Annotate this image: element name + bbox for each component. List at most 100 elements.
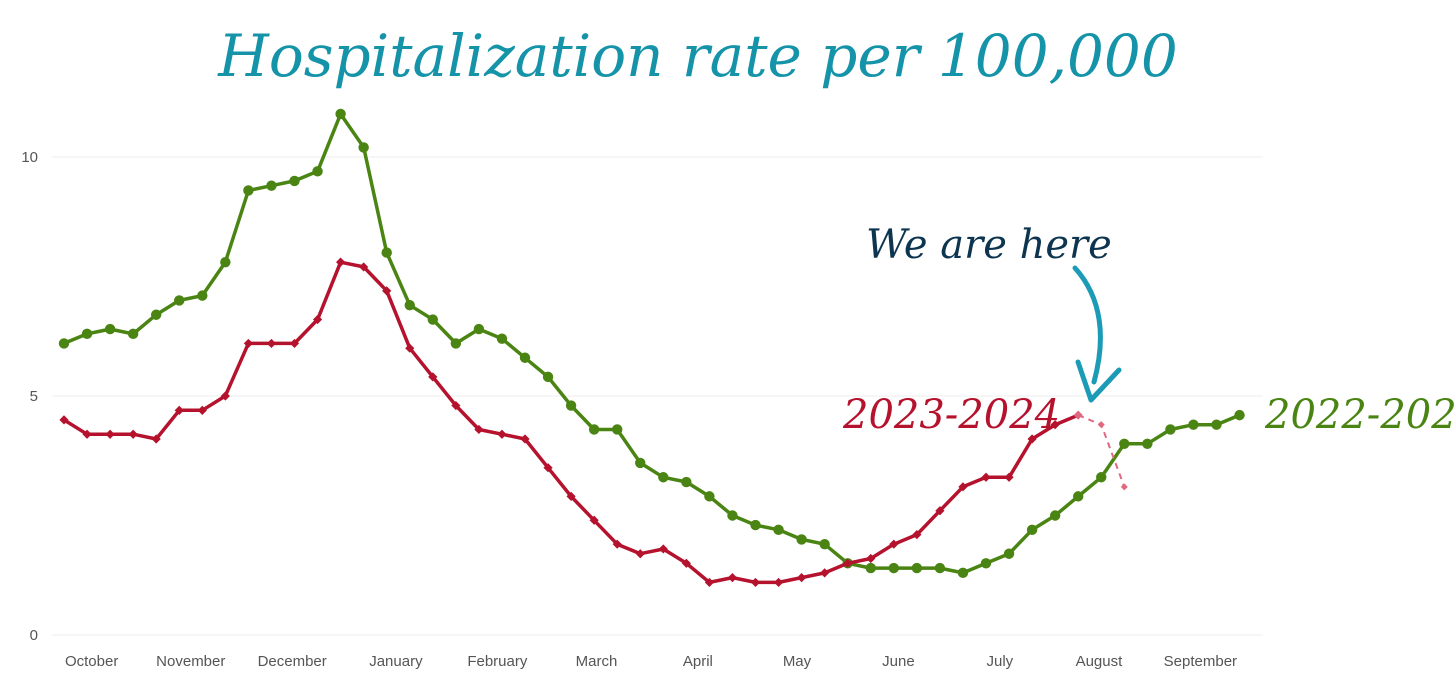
data-point [704,491,715,502]
data-point [174,405,184,415]
data-point [797,573,807,583]
data-point [359,262,369,272]
data-point [151,434,161,444]
data-point [519,352,531,363]
data-point [1073,410,1083,420]
x-tick-label: April [683,653,713,670]
data-point [635,549,645,559]
data-point [727,510,738,521]
data-point [981,472,991,482]
data-point [128,429,138,439]
series-label-2023-2024: 2023-2024 [842,392,1060,438]
we-are-here-annotation: We are here [866,222,1112,268]
x-tick-label: June [882,653,915,670]
data-point [289,175,300,187]
data-point [450,338,462,349]
data-point [889,539,899,549]
data-point [520,434,530,444]
series-2022-2023 [58,108,1245,579]
data-point [542,371,554,383]
data-point [1188,419,1199,430]
data-point [1119,438,1130,449]
data-point [658,472,669,483]
data-point [312,166,323,177]
data-point [1049,510,1061,521]
series-label-2022-2023: 2022-2023 [1264,392,1456,438]
data-point [151,309,162,320]
data-point [820,568,830,578]
data-point [819,538,830,550]
data-point [58,338,70,349]
data-point [174,295,185,306]
data-point [750,577,761,588]
data-point [773,577,784,588]
data-point [1211,419,1222,430]
x-tick-label: December [258,653,327,670]
x-tick-label: September [1164,653,1237,670]
data-point [427,314,438,325]
x-tick-label: October [65,653,118,670]
x-tick-label: November [156,653,225,670]
x-axis-ticks: October November December January February Ma… [65,653,1237,670]
data-point [911,562,923,574]
data-point [59,415,69,425]
y-axis-ticks: 0 5 10 [21,149,38,644]
data-point [1050,420,1060,430]
data-point [612,539,622,549]
data-point [1003,548,1015,559]
data-point [658,544,668,554]
data-point [958,482,968,492]
series-layer [58,108,1245,588]
data-point [1165,424,1176,435]
data-point [335,108,346,120]
data-point [704,577,714,588]
data-point [980,558,992,569]
data-point [289,338,300,349]
data-point [127,328,139,340]
data-point [428,372,438,382]
data-point [935,506,945,516]
data-point [565,400,577,411]
provisional-marker [1120,483,1128,491]
data-point [105,429,115,439]
y-tick-label: 10 [21,149,38,166]
data-point [1073,491,1084,502]
x-tick-label: August [1076,653,1124,670]
data-point [220,256,231,268]
data-point [220,391,230,401]
data-point [497,429,507,439]
data-point [843,558,853,568]
x-tick-label: March [576,653,618,670]
data-point [197,405,207,415]
y-tick-label: 5 [30,388,38,405]
data-point [865,562,876,574]
x-tick-label: July [986,653,1013,670]
data-point [589,515,599,525]
series-2023-2024 [59,257,1128,588]
data-point [82,429,92,439]
data-point [1027,434,1037,444]
data-point [473,323,485,335]
annotation-arrow-icon [1072,265,1122,403]
x-tick-label: May [783,653,812,670]
data-point [635,457,646,469]
data-point [358,142,369,153]
data-point [243,185,254,196]
data-point [681,476,692,488]
data-point [588,424,600,435]
data-point [336,257,346,267]
data-point [934,562,946,574]
data-point [612,424,623,435]
chart-title: Hospitalization rate per 100,000 [217,22,1177,90]
data-point [1142,438,1153,449]
data-point [773,524,784,536]
data-point [796,534,807,545]
data-point [1026,524,1038,536]
data-point [912,530,922,540]
x-tick-label: January [369,653,423,670]
data-point [866,553,876,564]
gridlines [52,156,1263,636]
x-tick-label: February [467,653,528,670]
data-point [1234,409,1245,421]
